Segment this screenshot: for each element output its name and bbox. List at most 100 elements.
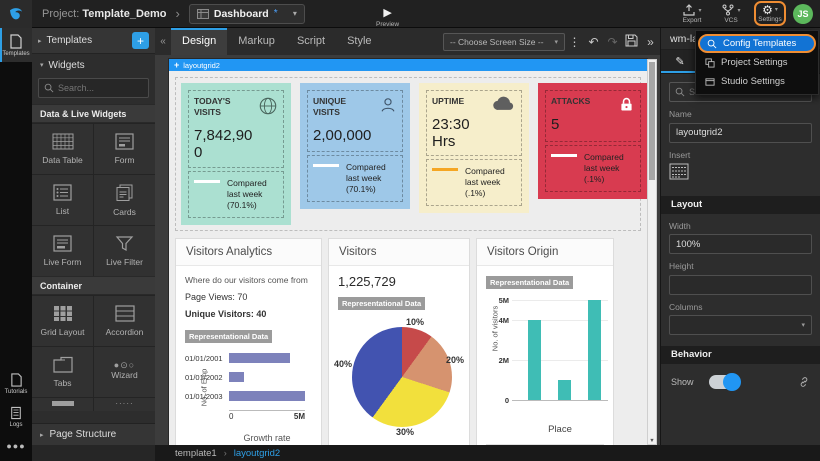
widget-tile-list[interactable]: List [32, 175, 93, 225]
stat-card-today-s-visits[interactable]: TODAY'S VISITS 7,842,900 Compared last wee… [181, 83, 291, 226]
stat-cards-row: TODAY'S VISITS 7,842,900 Compared last wee… [181, 83, 647, 226]
widget-tile-label: Data Table [42, 155, 83, 165]
more-options-icon[interactable]: ⋮ [568, 34, 581, 49]
rail-item-tutorials[interactable]: Tutorials [0, 367, 32, 400]
undo-icon[interactable]: ↶ [588, 34, 599, 49]
selected-widget-bar[interactable]: + layoutgrid2 [169, 59, 647, 71]
layout-grid-outline[interactable]: TODAY'S VISITS 7,842,900 Compared last wee… [175, 77, 647, 232]
stat-card-unique-visits[interactable]: UNIQUE VISITS 2,00,000 Compared last week … [300, 83, 410, 210]
tab-style[interactable]: Style [347, 35, 372, 47]
y-tick: 4M [498, 316, 509, 326]
edit-properties-tab[interactable]: ✎ [661, 50, 699, 73]
scrollbar-thumb[interactable] [649, 62, 655, 180]
vcs-button[interactable]: ▾ VCS [715, 4, 747, 24]
rail-item-templates[interactable]: Templates [0, 28, 32, 62]
widget-tile-label: Accordion [105, 327, 144, 337]
widget-tile-partial[interactable] [32, 398, 93, 411]
project-settings-icon [705, 57, 715, 68]
width-field[interactable] [669, 234, 812, 254]
person-icon [379, 96, 397, 114]
menu-item-studio-settings[interactable]: Studio Settings [698, 72, 816, 91]
widget-tile-label: List [55, 206, 70, 216]
widget-tile-wizard[interactable]: ●⊙○ Wizard [94, 347, 155, 397]
stat-card-title: ATTACKS [551, 96, 591, 106]
page-selector-dropdown[interactable]: Dashboard * ▾ [188, 3, 305, 24]
widget-tile-data-table[interactable]: Data Table [32, 124, 93, 174]
templates-section-header[interactable]: ▸ Templates + [32, 28, 155, 54]
page-structure-section-header[interactable]: ▸ Page Structure [32, 423, 155, 445]
redo-icon[interactable]: ↷ [607, 34, 618, 49]
screen-size-select[interactable]: -- Choose Screen Size -- ▾ [443, 32, 565, 51]
widget-tile-label: Grid Layout [40, 327, 85, 337]
tab-markup[interactable]: Markup [238, 35, 275, 47]
columns-select[interactable]: ▾ [669, 314, 812, 335]
breadcrumb-layoutgrid2[interactable]: layoutgrid2 [233, 447, 281, 459]
widgets-section-header[interactable]: ▾ Widgets [32, 54, 155, 76]
bar-row: 01/01/2001 [185, 353, 312, 364]
vcs-branch-icon [721, 4, 735, 16]
canvas-page[interactable]: + layoutgrid2 TODAY'S VISITS 7,842,900 Com… [169, 59, 647, 445]
save-icon[interactable] [622, 34, 641, 50]
widget-tile-partial[interactable]: ····· [94, 398, 155, 411]
widget-tile-label: Cards [113, 206, 136, 217]
bar [558, 380, 571, 401]
widget-tile-cards[interactable]: Cards [94, 175, 155, 225]
preview-button[interactable]: ▶ Preview [376, 3, 399, 29]
project-name: Template_Demo [82, 7, 167, 20]
user-avatar[interactable]: JS [793, 3, 813, 24]
chevron-down-icon: ▾ [801, 321, 805, 329]
widget-tile-label: Live Filter [106, 257, 143, 267]
gear-icon: ⚙ [762, 2, 773, 17]
name-field[interactable] [669, 122, 812, 143]
widget-grid: Data Table Form List Cards Live Form Live Fil… [32, 123, 155, 276]
insert-grid-icon[interactable] [669, 163, 689, 180]
tab-design[interactable]: Design [171, 28, 228, 55]
show-toggle[interactable] [709, 372, 741, 391]
canvas-scrollbar[interactable]: ▼ [647, 59, 657, 445]
stat-card-attacks[interactable]: ATTACKS 5 Compared last week (.1%) [538, 83, 647, 200]
rail-item-logs[interactable]: Logs [0, 400, 32, 433]
globe-icon [258, 96, 278, 116]
columns-field-label: Columns [669, 301, 703, 312]
stat-card-trend-bar [551, 154, 577, 157]
show-label: Show [671, 376, 694, 387]
breadcrumb-template1[interactable]: template1 [175, 447, 217, 459]
widget-tile-tabs[interactable]: Tabs [32, 347, 93, 397]
add-template-button[interactable]: + [132, 32, 149, 49]
move-handle-icon[interactable]: + [174, 60, 180, 70]
page-structure-label: Page Structure [49, 429, 117, 440]
widget-search-input[interactable] [58, 83, 143, 93]
menu-item-project-settings[interactable]: Project Settings [698, 53, 816, 72]
topbar-actions: ▾ Export ▾ VCS ⚙ ▾ Settings JS [676, 1, 820, 26]
chevron-down-icon: ▾ [737, 7, 741, 14]
widget-tile-live-form[interactable]: Live Form [32, 226, 93, 276]
widget-tile-form[interactable]: Form [94, 124, 155, 174]
x-axis-title: Place [548, 424, 572, 436]
table-preview: John Doe20 [486, 444, 604, 445]
widget-tile-accordion[interactable]: Accordion [94, 296, 155, 346]
partial-widget-icon [51, 401, 74, 406]
expand-panel-button[interactable]: » [647, 34, 654, 49]
partial-widget-icon: ····· [115, 399, 134, 408]
menu-item-config-templates[interactable]: Config Templates [698, 34, 816, 53]
widget-tile-grid-layout[interactable]: Grid Layout [32, 296, 93, 346]
widget-search-box[interactable] [38, 78, 149, 98]
widget-tile-live-filter[interactable]: Live Filter [94, 226, 155, 276]
bind-link-icon[interactable] [798, 376, 810, 388]
pie-chart: 10% 20% 30% 40% [334, 317, 464, 445]
design-canvas: + layoutgrid2 TODAY'S VISITS 7,842,900 Com… [155, 55, 660, 445]
tab-script[interactable]: Script [296, 35, 326, 47]
collapse-panel-button[interactable]: « [160, 36, 166, 47]
height-field[interactable] [669, 274, 812, 295]
more-options-button[interactable]: ●●● [6, 441, 26, 451]
stat-card-value: 5 [551, 116, 560, 134]
scrollbar-down-arrow[interactable]: ▼ [649, 438, 655, 444]
export-button[interactable]: ▾ Export [676, 4, 708, 24]
breadcrumb-chevron-icon: › [223, 448, 227, 458]
settings-button[interactable]: ⚙ ▾ Settings [754, 1, 786, 26]
stat-card-title: TODAY'S VISITS [194, 96, 231, 118]
widget-tile-label: Form [114, 155, 135, 165]
pie-circle [352, 327, 452, 428]
stat-card-uptime[interactable]: UPTIME 23:30 Hrs Compared last week (.1%) [419, 83, 529, 214]
brand-logo[interactable] [0, 0, 32, 28]
